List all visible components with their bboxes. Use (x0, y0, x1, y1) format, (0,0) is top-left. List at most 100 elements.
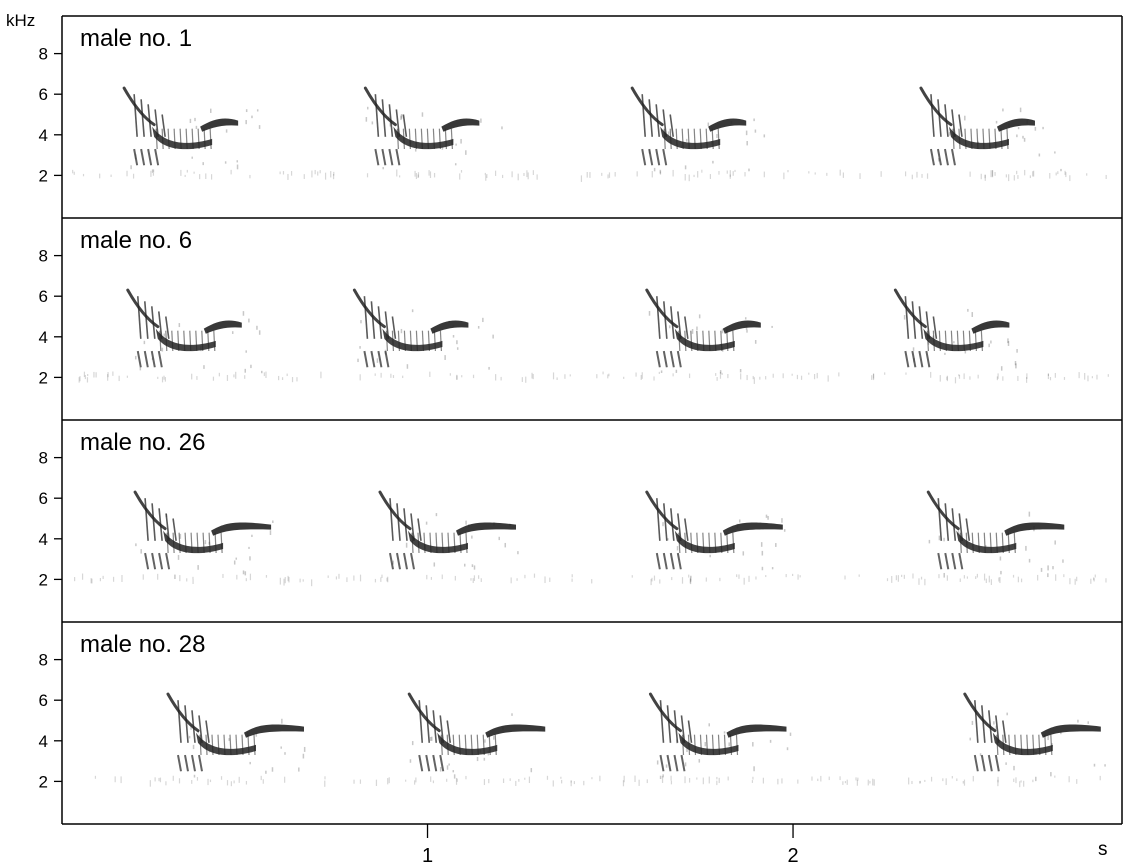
band-striation (482, 734, 485, 756)
noise-speck (414, 148, 417, 152)
song-phrase (407, 692, 546, 779)
background-noise (112, 371, 114, 376)
song-phrase (133, 490, 274, 580)
background-noise (984, 174, 986, 179)
low-element (925, 350, 931, 368)
background-noise (702, 777, 704, 785)
low-element (184, 754, 189, 772)
band-striation (178, 532, 181, 554)
background-noise (709, 174, 712, 179)
background-noise (855, 777, 857, 781)
band-striation (411, 532, 414, 554)
noise-speck (453, 774, 456, 779)
background-noise (1055, 172, 1057, 176)
noise-speck (943, 572, 945, 578)
background-noise (797, 779, 799, 784)
background-noise (661, 776, 664, 783)
low-element (150, 350, 156, 368)
background-noise (800, 375, 803, 380)
background-noise (808, 171, 810, 174)
background-noise (842, 781, 844, 785)
low-element (388, 148, 394, 166)
noise-speck (1047, 735, 1049, 741)
background-noise (172, 775, 174, 781)
trill-stroke (205, 720, 210, 743)
noise-speck (928, 539, 931, 544)
band-striation (397, 330, 401, 352)
band-striation (438, 128, 441, 150)
noise-speck (761, 566, 764, 571)
band-striation (432, 128, 435, 150)
noise-speck (439, 767, 442, 772)
background-noise (142, 574, 144, 580)
song-downsweep (645, 288, 679, 329)
noise-speck (964, 115, 966, 121)
band-striation (994, 128, 997, 150)
background-noise (244, 375, 246, 379)
noise-speck (284, 752, 286, 755)
noise-speck (281, 718, 283, 724)
background-noise (583, 780, 585, 786)
background-noise (281, 377, 284, 380)
band-striation (1007, 532, 1010, 554)
song-phrase (648, 692, 792, 780)
background-noise (521, 377, 523, 382)
background-noise (396, 169, 398, 177)
background-noise (472, 374, 475, 379)
band-striation (415, 330, 419, 352)
background-noise (1017, 576, 1019, 583)
band-striation (995, 532, 998, 554)
background-noise (651, 171, 653, 178)
background-noise (911, 174, 913, 180)
noise-speck (501, 126, 503, 130)
background-noise (456, 374, 458, 380)
background-noise (859, 173, 861, 179)
noise-speck (995, 120, 998, 124)
noise-speck (411, 741, 414, 746)
noise-speck (454, 163, 457, 166)
song-downsweep (926, 490, 960, 531)
noise-speck (957, 530, 960, 534)
band-striation (488, 734, 491, 756)
main-band (382, 328, 443, 352)
band-striation (429, 532, 432, 554)
background-noise (262, 779, 264, 784)
band-striation (717, 734, 721, 756)
noise-speck (1077, 719, 1079, 723)
low-element (151, 552, 157, 570)
background-noise (1013, 778, 1015, 782)
background-noise (523, 173, 525, 176)
noise-speck (1007, 338, 1009, 344)
background-noise (163, 375, 165, 380)
noise-speck (1062, 559, 1064, 563)
noise-speck (272, 520, 274, 524)
low-element (958, 552, 964, 570)
band-striation (409, 330, 413, 352)
background-noise (283, 578, 285, 586)
trill-stroke (402, 114, 408, 137)
background-noise (314, 169, 316, 175)
low-element (370, 350, 376, 368)
background-noise (387, 576, 389, 583)
background-noise (777, 778, 779, 785)
band-striation (705, 128, 708, 150)
y-tick-label: 8 (39, 247, 48, 266)
background-noise (684, 174, 686, 181)
background-noise (245, 780, 248, 785)
upper-element (203, 320, 242, 334)
band-striation (699, 734, 703, 756)
band-striation (965, 532, 968, 554)
band-striation (440, 734, 443, 756)
background-noise (165, 781, 167, 786)
noise-speck (151, 357, 154, 361)
background-noise (924, 578, 926, 586)
noise-speck (988, 343, 990, 348)
noise-speck (245, 350, 247, 353)
background-noise (997, 776, 999, 783)
band-striation (687, 734, 691, 756)
noise-speck (425, 521, 428, 525)
trill-stroke (663, 503, 668, 541)
background-noise (157, 573, 159, 580)
background-noise (205, 173, 207, 179)
background-noise (456, 778, 458, 782)
